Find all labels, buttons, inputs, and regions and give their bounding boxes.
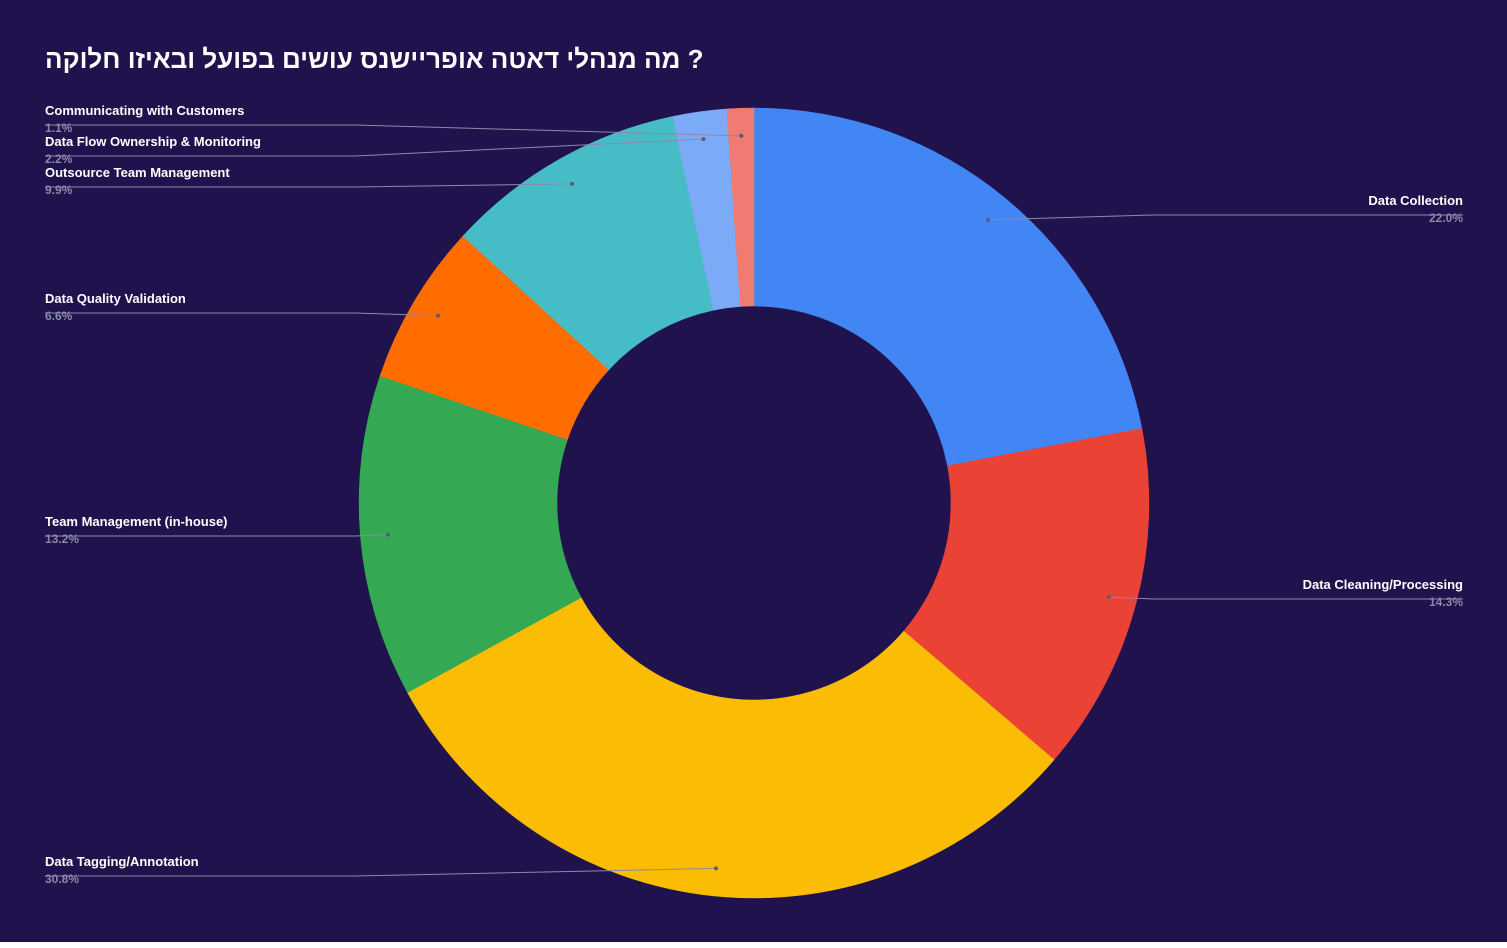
slices-layer <box>358 107 1150 899</box>
slice-data-collection[interactable] <box>753 107 1143 467</box>
leader-dot-data-quality-validation <box>436 313 441 318</box>
leader-dot-data-collection <box>985 217 990 222</box>
slice-team-management-in-house[interactable] <box>358 375 582 693</box>
leader-dot-team-management-in-house <box>386 532 391 537</box>
value-label-data-tagging-annotation: 30.8% <box>45 872 79 886</box>
label-data-collection: Data Collection <box>1368 193 1463 208</box>
value-label-data-quality-validation: 6.6% <box>45 309 73 323</box>
label-communicating-with-customers: Communicating with Customers <box>45 103 244 118</box>
leader-line-data-tagging-annotation <box>45 867 717 877</box>
leader-dot-communicating-with-customers <box>739 133 744 138</box>
label-team-management-in-house: Team Management (in-house) <box>45 514 228 529</box>
label-data-cleaning-processing: Data Cleaning/Processing <box>1303 577 1463 592</box>
slice-data-tagging-annotation[interactable] <box>407 597 1055 899</box>
value-label-data-cleaning-processing: 14.3% <box>1429 595 1463 609</box>
leader-line-data-flow-ownership-monitoring <box>45 138 704 157</box>
label-data-flow-ownership-monitoring: Data Flow Ownership & Monitoring <box>45 134 261 149</box>
slice-data-cleaning-processing[interactable] <box>903 428 1150 761</box>
labels-layer: Data Collection 22.0% Data Cleaning/Proces… <box>45 103 1463 886</box>
leader-dot-outsource-team-management <box>570 181 575 186</box>
value-label-data-collection: 22.0% <box>1429 211 1463 225</box>
label-data-quality-validation: Data Quality Validation <box>45 291 186 306</box>
leader-line-data-collection <box>987 214 1463 221</box>
leaders-layer <box>45 124 1463 877</box>
chart-title: ? מה מנהלי דאטה אופריישנס עושים בפועל וב… <box>45 44 704 74</box>
label-data-tagging-annotation: Data Tagging/Annotation <box>45 854 199 869</box>
leader-line-data-quality-validation <box>45 312 439 317</box>
value-label-communicating-with-customers: 1.1% <box>45 121 73 135</box>
leader-dot-data-tagging-annotation <box>714 866 719 871</box>
value-label-data-flow-ownership-monitoring: 2.2% <box>45 152 73 166</box>
label-outsource-team-management: Outsource Team Management <box>45 165 230 180</box>
leader-dot-data-cleaning-processing <box>1107 595 1112 600</box>
slice-communicating-with-customers[interactable] <box>726 107 755 307</box>
leader-line-data-cleaning-processing <box>1109 596 1463 600</box>
value-label-team-management-in-house: 13.2% <box>45 532 79 546</box>
value-label-outsource-team-management: 9.9% <box>45 183 73 197</box>
leader-dot-data-flow-ownership-monitoring <box>701 137 706 142</box>
leader-line-team-management-in-house <box>45 534 389 537</box>
bottom-divider <box>0 942 1507 948</box>
leader-line-communicating-with-customers <box>45 124 742 137</box>
leader-line-outsource-team-management <box>45 183 573 188</box>
